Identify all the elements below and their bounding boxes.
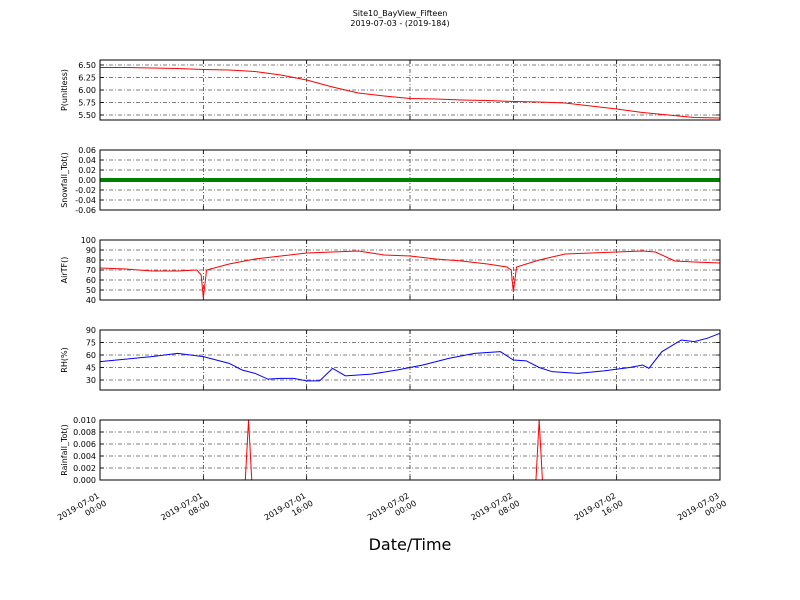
- data-line: [99, 250, 721, 299]
- y-tick-label: 90: [86, 246, 96, 255]
- y-tick-label: 75: [86, 339, 96, 348]
- y-axis-label: P(unitless): [60, 69, 69, 111]
- y-tick-label: 90: [86, 326, 96, 335]
- y-tick-label: 0.06: [78, 146, 96, 155]
- panel-frame: [99, 329, 721, 391]
- y-axis-label: AirTF(): [60, 257, 69, 284]
- y-tick-label: 50: [86, 286, 96, 295]
- y-tick-label: 6.25: [78, 74, 96, 83]
- data-line: [100, 67, 721, 119]
- panel-frame: [99, 59, 721, 121]
- y-tick-label: 0.010: [73, 416, 96, 425]
- y-tick-label: 0.008: [73, 428, 96, 437]
- y-tick-label: 5.75: [78, 99, 96, 108]
- panel-frame: [99, 419, 721, 481]
- y-tick-label: 80: [86, 256, 96, 265]
- y-tick-label: 6.50: [78, 61, 96, 70]
- y-axis-label: RH(%): [60, 347, 69, 372]
- y-tick-label: 70: [86, 266, 96, 275]
- y-tick-label: 60: [86, 351, 96, 360]
- y-tick-label: 0.002: [73, 464, 96, 473]
- y-tick-label: 0.004: [73, 452, 96, 461]
- y-axis-label: Snowfall_Tot(): [60, 152, 69, 208]
- y-tick-label: 0.00: [78, 176, 96, 185]
- data-line: [99, 332, 721, 382]
- panel-frame: [99, 149, 721, 211]
- y-tick-label: 0.04: [78, 156, 96, 165]
- y-tick-label: 60: [86, 276, 96, 285]
- y-tick-label: 0.000: [73, 476, 96, 485]
- y-tick-label: -0.02: [75, 186, 96, 195]
- y-tick-label: 0.02: [78, 166, 96, 175]
- y-tick-label: 100: [81, 236, 96, 245]
- panel-frame: [99, 239, 721, 301]
- subtitle: 2019-07-03 - (2019-184): [350, 19, 449, 28]
- y-tick-label: 5.50: [78, 111, 96, 120]
- y-tick-label: -0.06: [75, 206, 96, 215]
- y-tick-label: 40: [86, 296, 96, 305]
- title: Site10_BayView_Fifteen: [353, 9, 448, 18]
- y-tick-label: 45: [86, 364, 96, 373]
- y-tick-label: -0.04: [75, 196, 96, 205]
- x-axis-label: Date/Time: [369, 535, 452, 554]
- y-tick-label: 30: [86, 376, 96, 385]
- y-axis-label: Rainfall_Tot(): [60, 424, 69, 476]
- y-tick-label: 6.00: [78, 86, 96, 95]
- y-tick-label: 0.006: [73, 440, 96, 449]
